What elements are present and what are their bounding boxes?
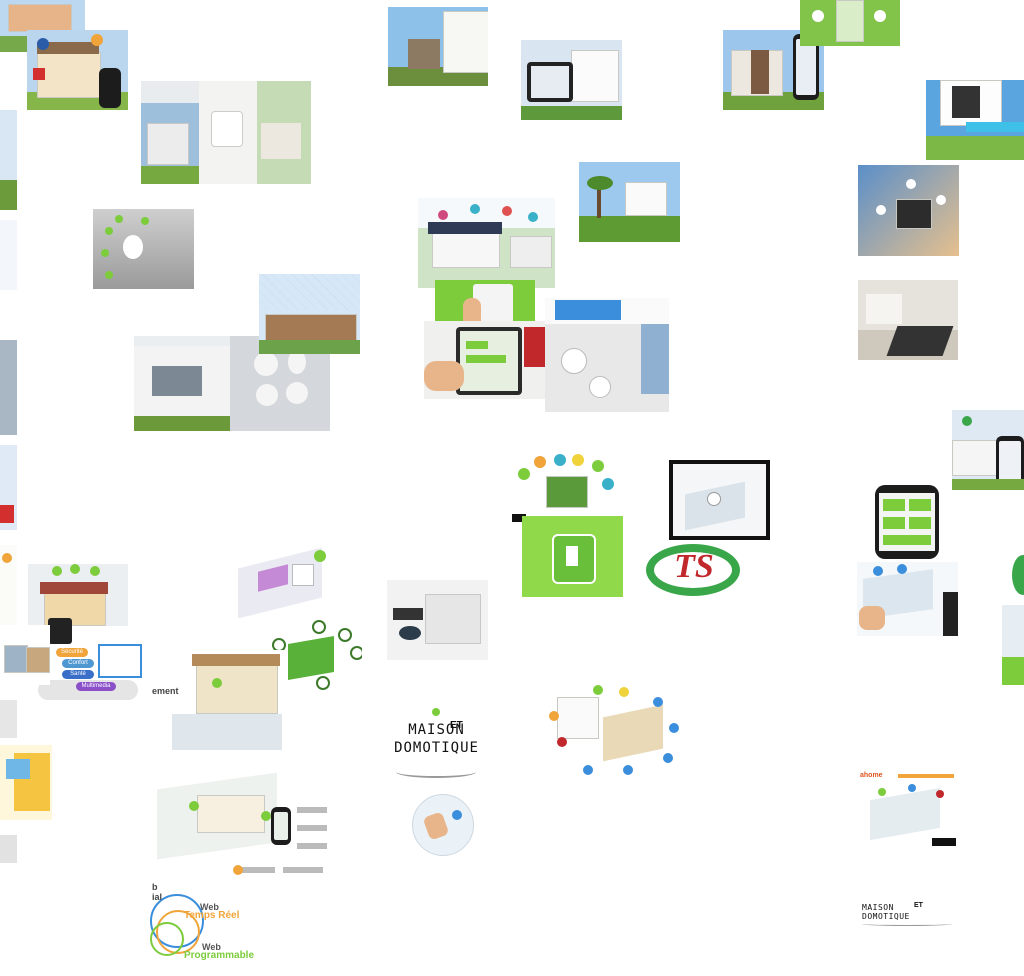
venn-temps-reel-1: Web	[200, 902, 219, 912]
maison-small-line1: MAISON	[862, 903, 894, 912]
thumb-palm-villa[interactable]	[579, 162, 680, 242]
thumb-isometric-house-black-frame[interactable]	[669, 460, 770, 540]
thumb-living-room-tablet[interactable]	[858, 280, 958, 360]
pill-comfort: Confort	[62, 659, 94, 668]
thumb-left-strip-3[interactable]	[0, 220, 17, 290]
thumb-3d-apartment[interactable]	[230, 548, 330, 618]
maison-small-line2: DOMOTIQUE	[862, 912, 910, 921]
thumb-right-edge-green[interactable]	[1010, 545, 1024, 600]
thumb-network-cabin[interactable]	[259, 274, 360, 354]
thumb-green-switch[interactable]	[435, 280, 535, 328]
ahome-caption: ahome	[860, 772, 883, 779]
venn-programmable-2: Programmable	[184, 950, 255, 961]
thumb-house-cutaway[interactable]: ement	[152, 650, 288, 758]
pill-security: Sécurité	[56, 648, 88, 657]
thumb-modern-house-terrace[interactable]	[388, 7, 488, 86]
thumb-left-strip-6[interactable]	[0, 545, 17, 625]
thumb-left-strip-8[interactable]	[0, 835, 17, 863]
venn-partial-2: ial	[152, 892, 163, 902]
thumb-isometric-house-devices[interactable]	[543, 683, 689, 783]
thumb-right-edge-house[interactable]	[1002, 605, 1024, 685]
maison-logo-line2: DOMOTIQUE	[394, 740, 479, 756]
thumb-left-strip-5[interactable]	[0, 445, 17, 530]
pill-health: Santé	[62, 670, 94, 679]
venn-temps-reel-2: Temps Réel	[184, 910, 240, 921]
venn-partial-1: b	[152, 882, 158, 892]
ts-logo[interactable]: TS	[644, 540, 744, 602]
partial-caption: ement	[152, 686, 179, 696]
maison-et-domotique-logo-small[interactable]: MAISON ET DOMOTIQUE	[858, 895, 958, 929]
thumb-round-house-badge[interactable]	[392, 790, 487, 858]
pill-multimedia: Multimedia	[76, 682, 116, 691]
thumb-sensors-house-right[interactable]	[545, 298, 669, 412]
thumb-pool-villa[interactable]	[926, 80, 1024, 160]
thumb-tablet-green-ui[interactable]	[424, 321, 552, 399]
thumb-left-edge-small[interactable]	[0, 700, 17, 738]
thumb-phone-app-grid[interactable]	[873, 485, 943, 559]
thumb-left-strip-2[interactable]	[0, 110, 17, 210]
thumb-green-house-icons[interactable]	[512, 452, 620, 522]
thumb-interior-icons[interactable]	[93, 209, 194, 289]
maison-logo-line1: MAISON	[408, 722, 465, 738]
thumb-ahome-house-diagram[interactable]: ahome	[858, 770, 958, 848]
maison-et-domotique-logo[interactable]: MAISON ET DOMOTIQUE	[386, 700, 487, 785]
thumb-connected-house-legend[interactable]	[153, 771, 329, 886]
venn-programmable-1: Web	[202, 942, 221, 952]
ts-logo-text: TS	[674, 548, 714, 585]
thumb-row-houses-edge[interactable]	[0, 625, 50, 685]
thumb-house-phone-wifi[interactable]	[952, 410, 1024, 490]
thumb-smart-speaker-devices[interactable]	[387, 580, 488, 660]
thumb-green-app-icon[interactable]	[522, 516, 623, 597]
thumb-house-glow-icons[interactable]	[858, 165, 959, 256]
maison-logo-connector: ET	[450, 720, 463, 731]
thumb-house-app-icons[interactable]	[27, 30, 128, 110]
web-venn-diagram[interactable]: b ial Web Temps Réel Web Programmable	[150, 880, 260, 966]
thumb-connected-neighbourhood[interactable]	[418, 198, 555, 288]
thumb-tablet-smart-house[interactable]	[521, 40, 622, 120]
thumb-glass-house-icons[interactable]	[800, 0, 900, 46]
thumb-smart-home-remote[interactable]	[857, 562, 958, 636]
thumb-left-strip-4[interactable]	[0, 340, 17, 435]
thumb-left-strip-7[interactable]	[0, 745, 52, 820]
thumb-thermostat-family[interactable]	[141, 81, 311, 184]
maison-small-connector: ET	[914, 902, 923, 909]
